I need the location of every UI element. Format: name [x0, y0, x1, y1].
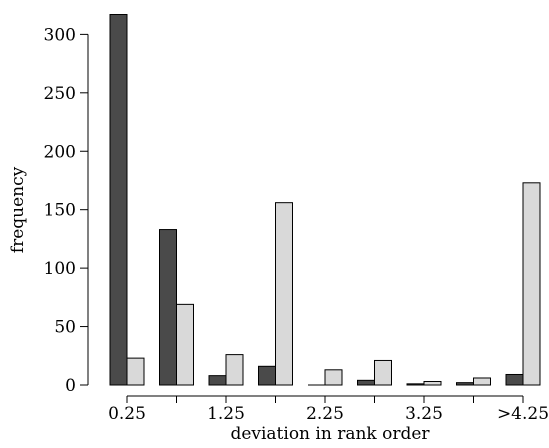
y-tick-label: 50 — [54, 318, 76, 338]
bar-dark-3 — [258, 365, 276, 386]
bars — [109, 14, 541, 386]
bar-light-1 — [176, 303, 194, 386]
bar-dark-8 — [505, 373, 524, 386]
bar-light-4 — [324, 369, 343, 386]
bar-light-3 — [275, 202, 293, 386]
bar-light-0 — [126, 357, 145, 386]
x-tick-label: 2.25 — [306, 404, 344, 424]
y-tick-label: 250 — [44, 84, 76, 104]
bar-light-2 — [225, 354, 244, 386]
bar-light-7 — [473, 377, 491, 386]
bar-dark-0 — [109, 14, 128, 386]
x-axis-title: deviation in rank order — [230, 424, 430, 444]
y-tick-label: 0 — [65, 376, 76, 396]
x-tick-label: 3.25 — [405, 404, 443, 424]
bar-dark-5 — [357, 379, 375, 386]
y-axis-title: frequency — [8, 166, 28, 253]
y-tick-label: 200 — [44, 142, 76, 162]
y-tick-label: 150 — [44, 201, 76, 221]
bar-dark-7 — [456, 382, 474, 386]
x-tick-label: 1.25 — [207, 404, 245, 424]
bar-light-8 — [522, 182, 541, 386]
bar-dark-6 — [406, 383, 425, 386]
x-tick-label: 0.25 — [108, 404, 146, 424]
bar-dark-2 — [208, 375, 227, 386]
y-axis: 0 50 100 150 200 250 300 — [44, 25, 89, 396]
y-tick-label: 300 — [44, 25, 76, 45]
bar-dark-1 — [159, 229, 177, 386]
x-axis: 0.25 1.25 2.25 3.25 >4.25 — [108, 395, 549, 424]
bar-light-6 — [423, 380, 442, 386]
x-tick-label: >4.25 — [497, 404, 549, 424]
bar-light-5 — [374, 359, 392, 386]
y-tick-label: 100 — [44, 259, 76, 279]
